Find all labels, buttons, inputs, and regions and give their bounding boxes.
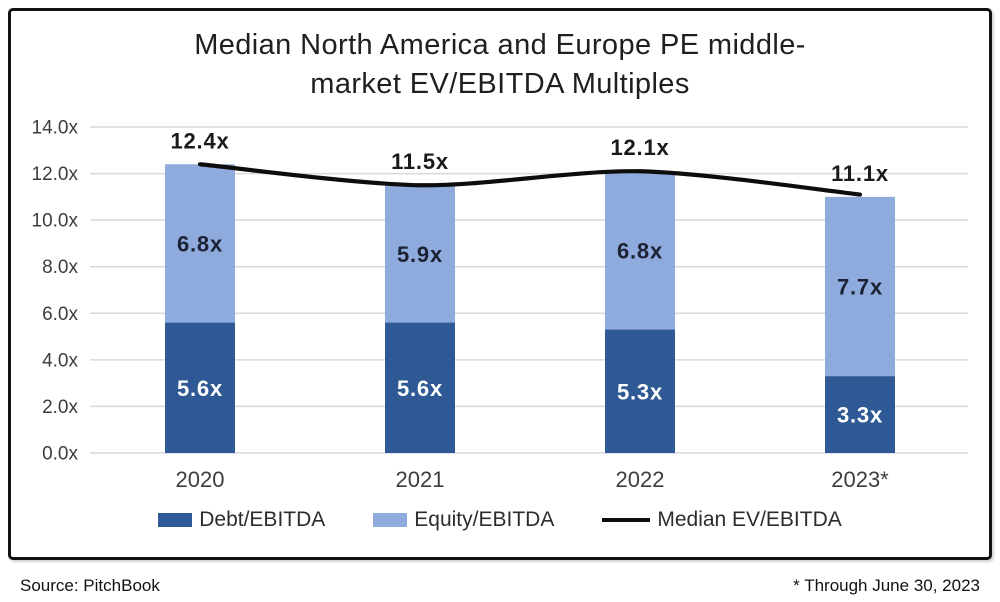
- footnote-text: * Through June 30, 2023: [793, 576, 980, 595]
- x-axis-category-label: 2020: [176, 467, 225, 492]
- legend-item-median-ev-ebitda: Median EV/EBITDA: [602, 508, 842, 532]
- chart-title: Median North America and Europe PE middl…: [0, 26, 1000, 104]
- y-axis-tick-label: 14.0x: [32, 118, 79, 139]
- y-axis-tick-label: 0.0x: [42, 444, 78, 465]
- legend-label-median-ev-ebitda: Median EV/EBITDA: [657, 508, 842, 531]
- bar-segment-equity: [385, 185, 455, 323]
- legend-item-debt-ebitda: Debt/EBITDA: [158, 508, 325, 532]
- y-axis-tick-label: 4.0x: [42, 350, 78, 371]
- chart-footer: Source: PitchBook * Through June 30, 202…: [20, 576, 980, 596]
- median-total-label: 11.1x: [831, 161, 889, 186]
- median-total-label: 11.5x: [391, 149, 449, 174]
- equity-value-label: 6.8x: [617, 238, 663, 263]
- x-axis-category-label: 2021: [396, 467, 445, 492]
- median-ev-ebitda-line: [197, 162, 863, 197]
- median-ev-ebitda-line-icon: [602, 518, 651, 522]
- legend-item-equity-ebitda: Equity/EBITDA: [373, 508, 554, 532]
- y-axis-tick-label: 10.0x: [32, 211, 79, 232]
- legend-label-equity-ebitda: Equity/EBITDA: [414, 508, 555, 531]
- bar-segment-debt: [385, 322, 455, 453]
- median-total-label: 12.4x: [170, 128, 229, 153]
- y-axis-tick-label: 12.0x: [32, 164, 79, 185]
- bar-segment-equity: [605, 171, 675, 330]
- chart-title-line1: Median North America and Europe PE middl…: [194, 29, 806, 61]
- chart-title-line2: market EV/EBITDA Multiples: [310, 68, 690, 100]
- legend-label-debt-ebitda: Debt/EBITDA: [199, 508, 326, 531]
- debt-value-label: 3.3x: [837, 403, 883, 428]
- debt-value-label: 5.3x: [617, 379, 663, 404]
- equity-ebitda-swatch-icon: [373, 513, 408, 527]
- bar-segment-debt: [825, 376, 895, 453]
- debt-value-label: 5.6x: [177, 376, 223, 401]
- bar-segment-equity: [165, 164, 235, 323]
- debt-value-label: 5.6x: [397, 376, 443, 401]
- equity-value-label: 5.9x: [397, 242, 443, 267]
- x-axis-category-label: 2023*: [831, 467, 889, 492]
- median-total-label: 12.1x: [610, 135, 669, 160]
- x-axis-category-label: 2022: [616, 467, 665, 492]
- bar-segment-equity: [825, 196, 895, 377]
- equity-value-label: 7.7x: [837, 275, 883, 300]
- debt-ebitda-swatch-icon: [158, 513, 193, 527]
- y-axis-tick-label: 8.0x: [42, 257, 78, 278]
- bar-segment-debt: [165, 322, 235, 453]
- y-axis-tick-label: 6.0x: [42, 304, 78, 325]
- bar-segment-debt: [605, 329, 675, 453]
- source-text: Source: PitchBook: [20, 576, 160, 595]
- equity-value-label: 6.8x: [177, 231, 223, 256]
- y-axis-tick-label: 2.0x: [42, 397, 78, 418]
- chart-legend: Debt/EBITDA Equity/EBITDA Median EV/EBIT…: [0, 508, 1000, 532]
